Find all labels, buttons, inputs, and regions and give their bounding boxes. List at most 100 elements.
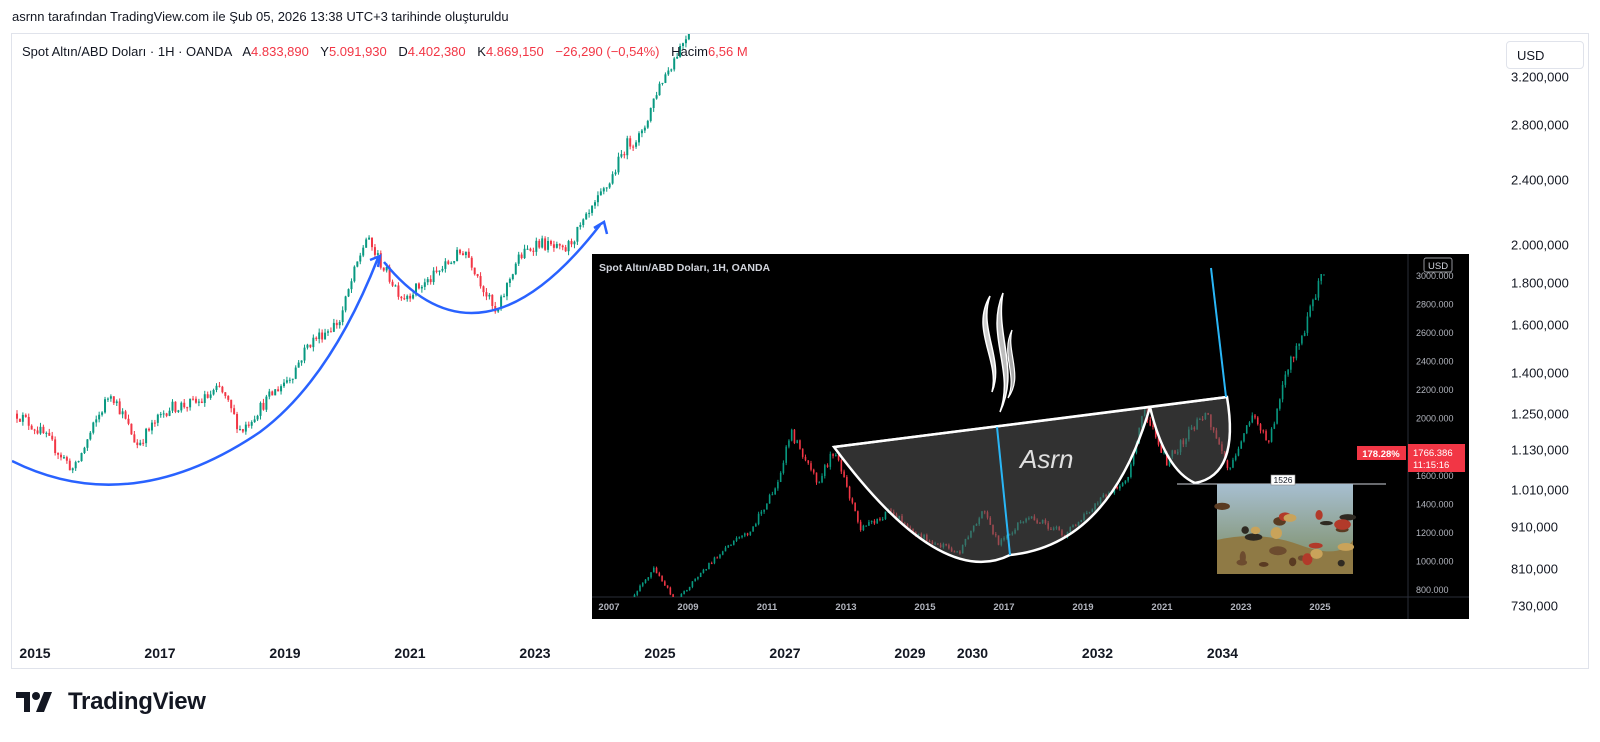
candle-body [508,279,511,283]
candle-body [312,337,315,348]
candle-body [552,244,555,248]
candle-body [1121,483,1124,487]
candle-body [697,577,699,579]
candle-body [1232,459,1234,468]
tradingview-logo-icon [16,692,52,712]
legend-open-label: A [242,44,252,59]
candle-body [1245,425,1248,434]
candle-body [218,385,221,387]
candle-body [868,522,870,526]
inset-currency-badge [1423,257,1453,273]
candle-body [884,511,887,520]
time-tick-label: 2027 [769,645,801,661]
candle-body [766,503,768,510]
candle-body [588,212,591,214]
candle-body [735,538,738,541]
candle-body [212,389,215,395]
candle-body [532,250,535,252]
candle-body [409,295,412,299]
candle-body [362,247,365,256]
inset-price-tick-label: 1000.000 [1416,556,1454,566]
candle-body [635,142,638,147]
candle-body [683,591,685,594]
candle-body [862,525,865,531]
inset-title: Spot Altın/ABD Doları, 1H, OANDA [599,262,771,274]
candle-body [602,188,605,192]
candle-body [294,367,297,379]
candle-body [473,267,476,275]
candle-body [643,127,646,131]
price-tick-label: 2.400,000 [1511,172,1569,188]
candle-body [168,410,171,416]
candle-body [441,268,444,271]
candle-body [142,442,145,444]
candle-body [1248,422,1251,426]
legend-symbol[interactable]: Spot Altın/ABD Doları · 1H · OANDA [22,44,233,59]
legend-close-label: K [477,44,486,59]
candle-body [371,237,374,248]
inset-time-tick-label: 2023 [1230,602,1251,613]
candle-body [843,471,845,478]
candle-body [186,407,189,409]
candle-body [60,454,63,458]
candle-body [1320,274,1323,281]
candle-body [503,296,506,298]
candle-body [879,518,881,520]
candle-body [62,457,65,459]
painting-figure [1339,514,1357,521]
candle-body [306,344,309,348]
candle-body [285,380,288,383]
candle-body [713,557,716,564]
candle-body [564,247,567,252]
candle-body [549,240,552,245]
candle-body [658,573,661,576]
arrowhead-annotation [593,220,609,235]
candle-body [632,146,635,148]
candle-body [1259,424,1262,431]
candle-body [647,577,650,580]
legend-high-value: 5.091,930 [328,44,387,59]
price-tick-label: 1.130,000 [1511,442,1569,458]
candle-body [1154,427,1157,438]
candle-body [591,205,594,213]
candle-body [118,401,121,415]
candle-body [250,422,253,426]
painting-figure [1236,559,1248,566]
candle-body [365,239,368,248]
chart-caption: asrnn tarafından TradingView.com ile Şub… [12,9,509,24]
legend-volume-value: 6,56 M [707,44,748,59]
candle-body [716,557,719,559]
candle-body [511,274,514,280]
candle-body [447,261,450,264]
handle-arc-annotation [383,224,601,315]
candle-body [373,247,376,255]
candle-body [585,213,588,220]
candle-body [829,453,832,467]
painting-figure [1315,510,1323,520]
candle-body [453,261,456,263]
candle-body [730,544,732,546]
candle-body [376,253,379,255]
legend-open-value: 4.833,890 [251,44,309,59]
tradingview-logo[interactable]: TradingView [16,688,206,715]
time-tick-label: 2017 [144,645,176,661]
candle-body [1306,316,1309,333]
candle-body [265,396,268,410]
candle-body [832,453,834,457]
candle-body [664,581,666,586]
candle-body [359,255,362,262]
painting-figure [1310,548,1323,559]
candle-body [156,414,159,423]
rim-line-annotation [833,395,1228,449]
currency-button[interactable]: USD [1506,41,1584,69]
candle-body [24,414,27,417]
candle-body [238,429,241,431]
candle-body [435,270,438,272]
candle-body [1254,415,1256,418]
candle-body [567,241,570,252]
candle-body [629,138,632,147]
candle-body [438,270,441,272]
candle-body [45,432,48,434]
candle-body [807,460,810,464]
